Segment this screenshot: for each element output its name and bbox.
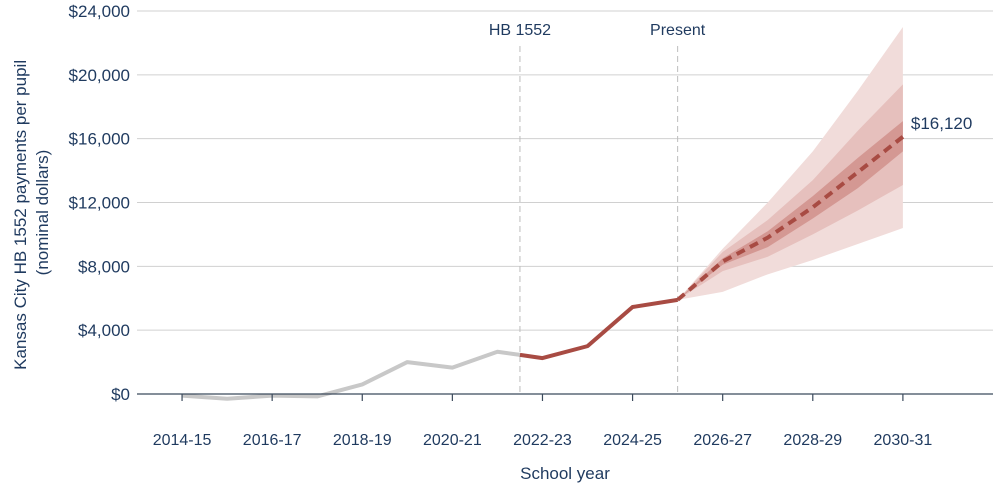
x-tick-label: 2016-17 — [243, 432, 302, 449]
series-line-actual — [519, 297, 678, 361]
series-lines — [181, 135, 905, 401]
projection-band — [677, 84, 903, 300]
x-tick-label: 2030-31 — [874, 432, 933, 449]
x-tick-label: 2026-27 — [693, 432, 752, 449]
y-tick-label: $24,000 — [69, 2, 130, 21]
end-value-label: $16,120 — [911, 114, 972, 133]
projection-band — [677, 121, 903, 300]
gridlines — [137, 10, 993, 331]
series-line-projection — [676, 135, 905, 302]
reference-lines: HB 1552 Present — [489, 22, 706, 394]
series-line-pre-policy — [181, 349, 521, 401]
x-tick-label: 2020-21 — [423, 432, 482, 449]
y-tick-label: $4,000 — [78, 321, 130, 340]
x-tick-label: 2014-15 — [153, 432, 212, 449]
reference-line-label: HB 1552 — [489, 22, 551, 39]
y-tick-label: $0 — [111, 385, 130, 404]
y-tick-label: $20,000 — [69, 66, 130, 85]
projection-bands — [677, 26, 903, 300]
x-tick-label: 2028-29 — [783, 432, 842, 449]
projection-band — [677, 26, 903, 300]
x-tick-label: 2022-23 — [513, 432, 572, 449]
y-axis-title: Kansas City HB 1552 payments per pupil (… — [11, 55, 52, 370]
y-axis: $0 $4,000 $8,000 $12,000 $16,000 $20,000 $24,0… — [69, 2, 130, 404]
y-axis-title-line-1: Kansas City HB 1552 payments per pupil — [11, 60, 30, 370]
y-tick-label: $16,000 — [69, 130, 130, 149]
y-tick-label: $12,000 — [69, 194, 130, 213]
x-axis: 2014-15 2016-17 2018-19 2020-21 2022-23 2024-… — [137, 393, 993, 449]
reference-line-label: Present — [650, 22, 706, 39]
x-tick-label: 2024-25 — [603, 432, 662, 449]
y-axis-title-line-2: (nominal dollars) — [33, 150, 52, 276]
x-tick-label: 2018-19 — [333, 432, 392, 449]
y-tick-label: $8,000 — [78, 257, 130, 276]
x-axis-title: School year — [520, 464, 610, 483]
